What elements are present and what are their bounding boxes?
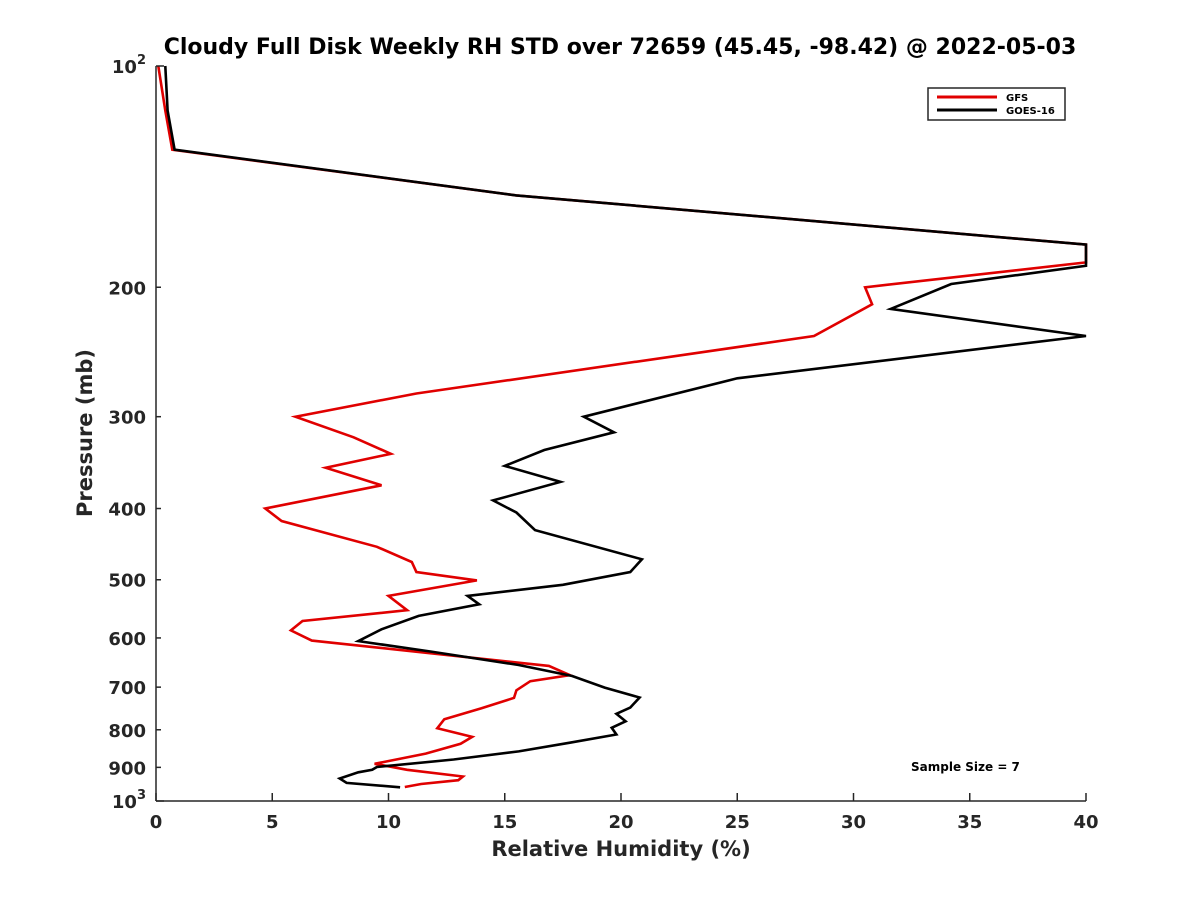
series-line-goes16 [164,65,1088,789]
legend-box [927,87,1066,121]
y-tick-label: 600 [108,629,146,650]
x-tick-label: 20 [608,812,633,833]
axes [155,66,1086,802]
y-tick-label: 300 [108,408,146,429]
y-tick-label: 103 [112,788,146,813]
chart-title: Cloudy Full Disk Weekly RH STD over 7265… [164,35,1077,60]
x-ticks: 0 5 10 15 20 25 30 35 40 [150,793,1099,833]
y-ticks: 102 200 300 400 500 600 700 800 900 103 [108,53,164,813]
series-layer [157,65,1088,789]
x-tick-label: 25 [725,812,750,833]
x-axis-label: Relative Humidity (%) [491,837,750,861]
legend: GFS GOES-16 [927,87,1066,121]
y-tick-label: 700 [108,678,146,699]
x-tick-label: 10 [376,812,401,833]
x-tick-label: 35 [957,812,982,833]
y-tick-label: 102 [112,53,146,78]
x-tick-label: 40 [1073,812,1098,833]
x-tick-label: 0 [150,812,163,833]
y-axis-label: Pressure (mb) [73,349,97,517]
x-tick-label: 5 [266,812,279,833]
y-tick-label: 200 [108,278,146,299]
x-tick-label: 30 [841,812,866,833]
series-line-gfs [157,65,1088,789]
y-tick-label: 900 [108,758,146,779]
y-tick-label: 400 [108,500,146,521]
y-tick-label: 500 [108,571,146,592]
y-tick-label: 800 [108,721,146,742]
sample-size-annotation: Sample Size = 7 [911,760,1020,774]
legend-label-goes16: GOES-16 [1006,106,1055,117]
legend-label-gfs: GFS [1006,93,1028,104]
x-tick-label: 15 [492,812,517,833]
